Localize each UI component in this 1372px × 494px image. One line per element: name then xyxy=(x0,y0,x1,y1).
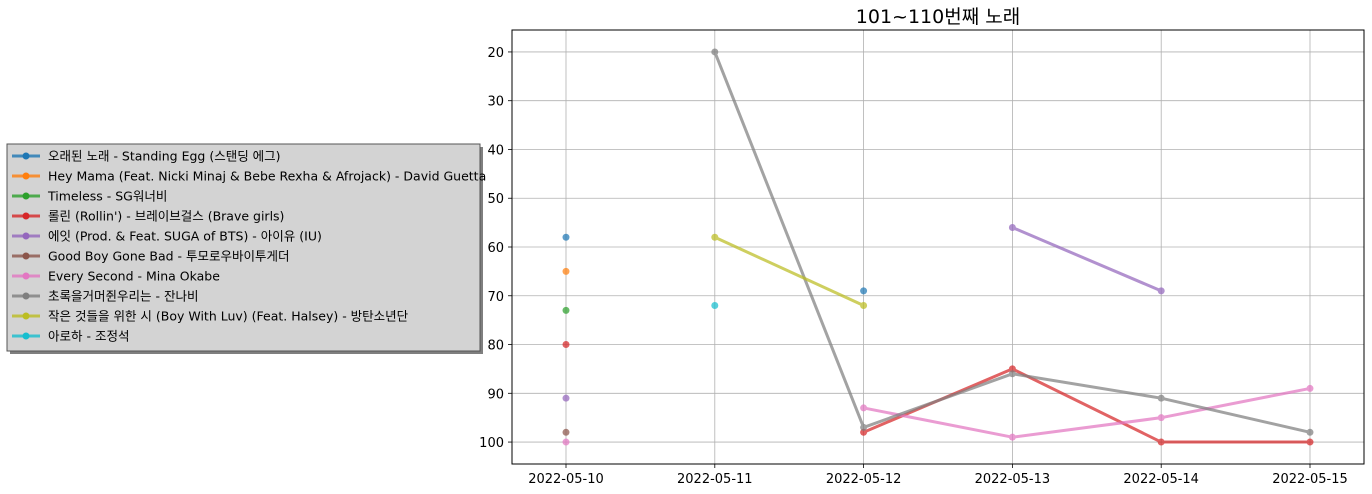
legend-swatch-marker xyxy=(22,332,30,340)
legend-label: Timeless - SG워너비 xyxy=(47,189,167,204)
legend-label: Good Boy Gone Bad - 투모로우바이투게더 xyxy=(48,249,290,264)
data-point xyxy=(860,302,868,310)
series-line xyxy=(1011,226,1162,293)
legend-swatch-marker xyxy=(22,152,30,160)
series-1 xyxy=(562,267,570,275)
y-tick-label: 40 xyxy=(487,143,504,158)
series-6 xyxy=(562,384,1314,446)
legend-item: Hey Mama (Feat. Nicki Minaj & Bebe Rexha… xyxy=(12,169,486,184)
legend-label: Every Second - Mina Okabe xyxy=(48,269,220,284)
data-point xyxy=(562,394,570,402)
y-tick-label: 60 xyxy=(487,241,504,256)
legend: 오래된 노래 - Standing Egg (스탠딩 에그) Hey Mama (… xyxy=(6,143,486,354)
x-tick-label: 2022-05-12 xyxy=(826,472,902,487)
legend-label: 오래된 노래 - Standing Egg (스탠딩 에그) xyxy=(48,149,281,164)
legend-item: 에잇 (Prod. & Feat. SUGA of BTS) - 아이유 (IU… xyxy=(12,229,322,244)
legend-item: 아로하 - 조정석 xyxy=(12,329,129,344)
data-point xyxy=(562,306,570,314)
data-point xyxy=(1157,287,1165,295)
legend-swatch-marker xyxy=(22,312,30,320)
data-point xyxy=(562,428,570,436)
data-point xyxy=(1306,384,1314,392)
legend-swatch-marker xyxy=(22,272,30,280)
series-5 xyxy=(562,428,570,436)
x-tick-label: 2022-05-14 xyxy=(1123,472,1199,487)
legend-item: 초록을거머쥔우리는 - 잔나비 xyxy=(12,289,198,304)
y-tick-label: 100 xyxy=(479,436,504,451)
x-tick-label: 2022-05-13 xyxy=(975,472,1051,487)
legend-swatch-marker xyxy=(22,232,30,240)
x-tick-label: 2022-05-10 xyxy=(528,472,604,487)
data-point xyxy=(1008,433,1016,441)
data-point xyxy=(860,423,868,431)
data-point xyxy=(1157,414,1165,422)
legend-item: 오래된 노래 - Standing Egg (스탠딩 에그) xyxy=(12,149,281,164)
legend-label: 아로하 - 조정석 xyxy=(48,329,129,344)
legend-swatch-marker xyxy=(22,212,30,220)
x-tick-label: 2022-05-15 xyxy=(1272,472,1348,487)
series-lines xyxy=(562,48,1314,446)
grid-lines xyxy=(512,30,1364,464)
legend-swatch-marker xyxy=(22,252,30,260)
legend-label: Hey Mama (Feat. Nicki Minaj & Bebe Rexha… xyxy=(48,169,486,184)
legend-label: 작은 것들을 위한 시 (Boy With Luv) (Feat. Halsey… xyxy=(48,309,409,324)
data-point xyxy=(1157,394,1165,402)
data-point xyxy=(562,233,570,241)
data-point xyxy=(1306,428,1314,436)
data-point xyxy=(562,341,570,349)
legend-label: 초록을거머쥔우리는 - 잔나비 xyxy=(48,289,198,304)
axis-ticks: 2022-05-10 2022-05-11 2022-05-12 2022-05-13… xyxy=(479,46,1348,487)
y-tick-label: 90 xyxy=(487,387,504,402)
y-tick-label: 50 xyxy=(487,192,504,207)
data-point xyxy=(1008,223,1016,231)
legend-item: Timeless - SG워너비 xyxy=(12,189,167,204)
data-point xyxy=(562,438,570,446)
data-point xyxy=(860,287,868,295)
legend-item: 작은 것들을 위한 시 (Boy With Luv) (Feat. Halsey… xyxy=(12,309,409,324)
legend-label: 에잇 (Prod. & Feat. SUGA of BTS) - 아이유 (IU… xyxy=(48,229,322,244)
series-9 xyxy=(711,302,719,310)
data-point xyxy=(1157,438,1165,446)
series-4 xyxy=(562,223,1165,402)
legend-label: 롤린 (Rollin') - 브레이브걸스 (Brave girls) xyxy=(48,209,284,224)
legend-item: Every Second - Mina Okabe xyxy=(12,269,220,284)
y-tick-label: 70 xyxy=(487,290,504,305)
legend-swatch-marker xyxy=(22,292,30,300)
data-point xyxy=(860,404,868,412)
series-7 xyxy=(711,48,1314,436)
series-0 xyxy=(562,233,868,295)
legend-swatch-marker xyxy=(22,192,30,200)
legend-box xyxy=(6,143,481,352)
data-point xyxy=(562,267,570,275)
data-point xyxy=(860,428,868,436)
legend-item: Good Boy Gone Bad - 투모로우바이투게더 xyxy=(12,249,290,264)
y-tick-label: 80 xyxy=(487,339,504,354)
x-tick-label: 2022-05-11 xyxy=(677,472,753,487)
series-line xyxy=(714,235,865,307)
y-tick-label: 30 xyxy=(487,95,504,110)
y-tick-label: 20 xyxy=(487,46,504,61)
data-point xyxy=(711,302,719,310)
data-point xyxy=(1008,370,1016,378)
series-8 xyxy=(711,233,868,310)
data-point xyxy=(711,48,719,56)
series-line xyxy=(863,367,1310,444)
data-point xyxy=(711,233,719,241)
legend-swatch-marker xyxy=(22,172,30,180)
data-point xyxy=(1008,365,1016,373)
data-point xyxy=(1306,438,1314,446)
series-line xyxy=(863,386,1311,439)
series-2 xyxy=(562,306,570,314)
legend-item: 롤린 (Rollin') - 브레이브걸스 (Brave girls) xyxy=(12,209,284,224)
chart-title: 101~110번째 노래 xyxy=(856,6,1020,28)
